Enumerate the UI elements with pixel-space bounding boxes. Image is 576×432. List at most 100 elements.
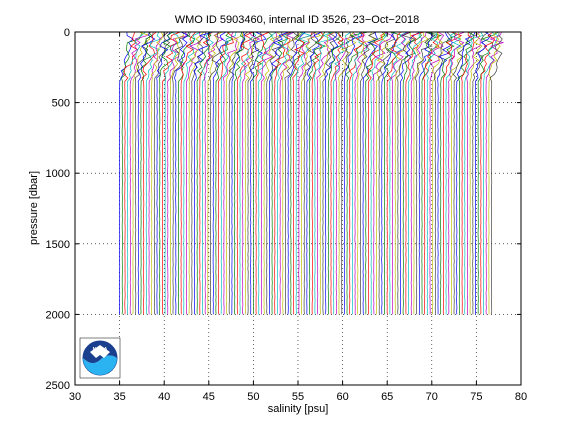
profile-line bbox=[394, 31, 413, 315]
profile-line bbox=[362, 31, 379, 315]
profile-line bbox=[234, 31, 246, 315]
x-tick-label: 70 bbox=[426, 391, 438, 403]
profile-line bbox=[151, 31, 164, 315]
noaa-logo: NOAA bbox=[79, 337, 121, 379]
profile-line bbox=[402, 31, 422, 315]
profile-line bbox=[466, 31, 481, 315]
profile-line bbox=[220, 31, 237, 315]
profile-line bbox=[218, 31, 234, 315]
profile-line bbox=[367, 31, 387, 315]
profile-line bbox=[452, 31, 473, 315]
profile-line bbox=[153, 31, 171, 315]
y-tick-labels: 0 500 1000 1500 2000 2500 bbox=[46, 27, 70, 392]
y-tick-label: 2500 bbox=[46, 380, 70, 392]
x-tick-label: 35 bbox=[113, 391, 125, 403]
profile-line bbox=[169, 31, 184, 315]
profile-line bbox=[410, 31, 427, 315]
profile-line bbox=[343, 31, 363, 315]
profile-line bbox=[349, 31, 365, 315]
profile-line bbox=[365, 31, 386, 315]
profile-line bbox=[247, 31, 263, 315]
x-tick-label: 55 bbox=[292, 391, 304, 403]
profile-line bbox=[480, 31, 496, 315]
profile-line bbox=[442, 31, 463, 315]
profile-line bbox=[236, 31, 254, 315]
profile-line bbox=[260, 31, 278, 315]
x-tick-label: 80 bbox=[515, 391, 527, 403]
profile-line bbox=[161, 31, 181, 315]
profile-line bbox=[263, 31, 282, 315]
profile-line bbox=[174, 31, 190, 315]
profile-line bbox=[209, 31, 220, 315]
x-tick-label: 30 bbox=[69, 391, 81, 403]
x-tick-label: 40 bbox=[158, 391, 170, 403]
x-tick-label: 50 bbox=[247, 391, 259, 403]
profile-line bbox=[239, 31, 259, 315]
profile-line bbox=[440, 31, 457, 315]
profile-line bbox=[408, 31, 423, 315]
profile-line bbox=[274, 31, 292, 315]
profile-line bbox=[268, 31, 289, 315]
profile-line bbox=[345, 31, 369, 315]
profile-line bbox=[423, 31, 440, 315]
y-tick-label: 1500 bbox=[46, 239, 70, 251]
profile-line bbox=[129, 31, 151, 315]
profile-line bbox=[295, 31, 312, 315]
profile-line bbox=[335, 31, 358, 315]
profile-line bbox=[242, 31, 261, 315]
profile-line bbox=[177, 31, 196, 315]
profile-line bbox=[477, 31, 499, 315]
profile-line bbox=[322, 31, 339, 315]
profile-line bbox=[383, 31, 404, 315]
profile-line bbox=[400, 31, 420, 315]
profile-line bbox=[193, 31, 214, 315]
profile-line bbox=[341, 31, 355, 315]
profile-line bbox=[308, 31, 327, 315]
profile-line bbox=[215, 31, 234, 315]
profile-line bbox=[313, 31, 334, 315]
profile-line bbox=[437, 31, 453, 315]
profile-line bbox=[472, 31, 489, 315]
profile-line bbox=[330, 31, 344, 315]
profile-line bbox=[316, 31, 336, 315]
profile-line bbox=[396, 31, 416, 315]
profile-line bbox=[485, 31, 505, 315]
profile-line bbox=[127, 31, 146, 315]
profile-line bbox=[391, 31, 410, 315]
profile-line bbox=[266, 31, 284, 315]
profile-line bbox=[284, 31, 298, 315]
profile-line bbox=[141, 31, 157, 315]
profile-line bbox=[159, 31, 174, 315]
profile-line bbox=[301, 31, 322, 315]
profile-line bbox=[172, 31, 191, 315]
profile-line bbox=[306, 31, 322, 315]
profile-line bbox=[244, 31, 262, 315]
profile-line bbox=[489, 31, 503, 315]
profile-line bbox=[337, 31, 357, 315]
x-tick-label: 45 bbox=[203, 391, 215, 403]
profile-line bbox=[185, 31, 202, 315]
profile-line bbox=[351, 31, 368, 315]
profile-line bbox=[333, 31, 351, 315]
profile-line bbox=[132, 31, 151, 315]
axis-ticks bbox=[74, 31, 522, 386]
profile-line bbox=[413, 31, 429, 315]
profile-line bbox=[445, 31, 462, 315]
profile-line bbox=[252, 31, 273, 315]
profile-line bbox=[450, 31, 465, 315]
profile-line bbox=[180, 31, 197, 315]
profile-line bbox=[134, 31, 154, 315]
profile-line bbox=[222, 31, 238, 315]
profile-line bbox=[148, 31, 169, 315]
profile-line bbox=[448, 31, 465, 315]
profile-line bbox=[464, 31, 484, 315]
profile-line bbox=[389, 31, 408, 315]
profile-line bbox=[289, 31, 306, 315]
profile-line bbox=[137, 31, 156, 315]
profile-line bbox=[414, 31, 436, 315]
y-tick-label: 0 bbox=[64, 27, 70, 39]
profile-line bbox=[199, 31, 213, 315]
x-tick-label: 75 bbox=[470, 391, 482, 403]
profile-line bbox=[457, 31, 475, 315]
profile-line bbox=[381, 31, 397, 315]
